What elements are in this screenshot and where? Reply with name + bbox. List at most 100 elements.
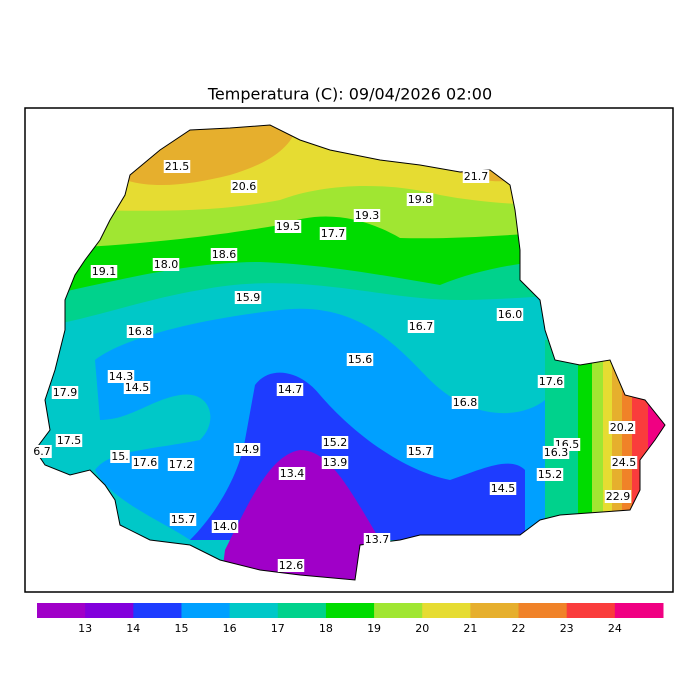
contour-label: 17.6 xyxy=(133,456,158,469)
label-box xyxy=(407,320,435,333)
label-box xyxy=(321,436,349,449)
label-box xyxy=(363,533,391,546)
contour-label: 15.9 xyxy=(236,291,261,304)
label-box xyxy=(489,482,517,495)
map-title: Temperatura (C): 09/04/2026 02:00 xyxy=(207,85,492,104)
colorbar-segment xyxy=(374,603,423,618)
label-box xyxy=(278,467,306,480)
contour-label: 16.7 xyxy=(409,320,434,333)
contour-label: 6.7 xyxy=(33,445,51,458)
colorbar-tick-label: 17 xyxy=(271,622,285,635)
label-box xyxy=(234,291,262,304)
colorbar-segment xyxy=(133,603,182,618)
contour-label: 15.2 xyxy=(323,436,348,449)
contour-label: 16.8 xyxy=(453,396,478,409)
label-box xyxy=(610,456,638,469)
label-box xyxy=(451,396,479,409)
label-box xyxy=(496,308,524,321)
contour-label: 19.1 xyxy=(92,265,117,278)
colorbar-segment xyxy=(277,603,327,618)
colorbar-tick-label: 14 xyxy=(126,622,140,635)
contour-label: 20.6 xyxy=(232,180,257,193)
label-box xyxy=(126,325,154,338)
contour-label: 19.5 xyxy=(276,220,301,233)
colorbar-tick-label: 16 xyxy=(223,622,237,635)
label-box xyxy=(230,180,258,193)
label-box xyxy=(462,170,490,183)
contour-label: 14.3 xyxy=(109,370,134,383)
label-box xyxy=(131,456,159,469)
contour-label: 16.3 xyxy=(544,446,569,459)
label-box xyxy=(169,513,197,526)
colorbar-segment xyxy=(470,603,520,618)
contour-label: 14.7 xyxy=(278,383,303,396)
colorbar: 13 14 15 16 17 18 19 20 21 22 23 24 xyxy=(37,603,664,635)
contour-label: 18.0 xyxy=(154,258,179,271)
label-box xyxy=(167,458,195,471)
colorbar-tick-label: 22 xyxy=(512,622,526,635)
contour-label: 17.5 xyxy=(57,434,82,447)
contour-label: 17.9 xyxy=(53,386,78,399)
contour-label: 20.2 xyxy=(610,421,635,434)
label-box xyxy=(604,490,632,503)
colorbar-tick-label: 23 xyxy=(560,622,574,635)
label-box xyxy=(51,386,79,399)
contour-label: 13.4 xyxy=(280,467,305,480)
label-box xyxy=(319,227,347,240)
colorbar-tick-label: 18 xyxy=(319,622,333,635)
label-box xyxy=(107,370,135,383)
colorbar-segment xyxy=(229,603,279,618)
label-box xyxy=(542,446,570,459)
contour-label: 14.0 xyxy=(213,520,238,533)
contour-label: 17.7 xyxy=(321,227,346,240)
label-box xyxy=(210,248,238,261)
label-box xyxy=(32,445,52,458)
label-box xyxy=(152,258,180,271)
label-box xyxy=(110,450,130,463)
contour-label: 19.3 xyxy=(355,209,380,222)
contour-label: 22.9 xyxy=(606,490,631,503)
contour-label: 18.6 xyxy=(212,248,237,261)
contour-label: 21.7 xyxy=(464,170,489,183)
colorbar-segment xyxy=(566,603,616,618)
contour-label: 13.7 xyxy=(365,533,390,546)
label-box xyxy=(406,193,434,206)
contour-label: 19.8 xyxy=(408,193,433,206)
map-frame xyxy=(24,107,674,593)
contour-label: 15.2 xyxy=(538,468,563,481)
label-box xyxy=(406,445,434,458)
label-box xyxy=(211,520,239,533)
label-box xyxy=(536,468,564,481)
contour-label: 12.6 xyxy=(279,559,304,572)
label-box xyxy=(123,381,151,394)
contour-label: 13.9 xyxy=(323,456,348,469)
colorbar-tick-label: 21 xyxy=(463,622,477,635)
label-box xyxy=(163,160,191,173)
contour-label: 24.5 xyxy=(612,456,637,469)
contour-label: 14.9 xyxy=(235,443,260,456)
colorbar-tick-label: 20 xyxy=(415,622,429,635)
contour-label: 21.5 xyxy=(165,160,190,173)
contour-label: 17.6 xyxy=(539,375,564,388)
colorbar-segment xyxy=(181,603,231,618)
colorbar-tick-label: 24 xyxy=(608,622,622,635)
label-box xyxy=(346,353,374,366)
contour-label: 15.7 xyxy=(171,513,196,526)
contour-fills xyxy=(35,125,665,580)
contour-label: 14.5 xyxy=(491,482,516,495)
contour-label: 16.8 xyxy=(128,325,153,338)
contour-label: 15.6 xyxy=(348,353,373,366)
label-box xyxy=(274,220,302,233)
colorbar-tick-label: 15 xyxy=(174,622,188,635)
colorbar-segment xyxy=(85,603,134,618)
contour-label: 17.2 xyxy=(169,458,194,471)
colorbar-tick-label: 19 xyxy=(367,622,381,635)
contour-labels: 21.5 20.6 21.7 19.8 19.3 19.5 17.7 18.6 18.0 19.1… xyxy=(32,160,638,572)
label-box xyxy=(233,443,261,456)
colorbar-segment xyxy=(422,603,471,618)
contour-label: 15. xyxy=(111,450,129,463)
contour-label: 16.0 xyxy=(498,308,523,321)
label-box xyxy=(321,456,349,469)
colorbar-segment xyxy=(614,603,664,618)
label-box xyxy=(608,421,636,434)
